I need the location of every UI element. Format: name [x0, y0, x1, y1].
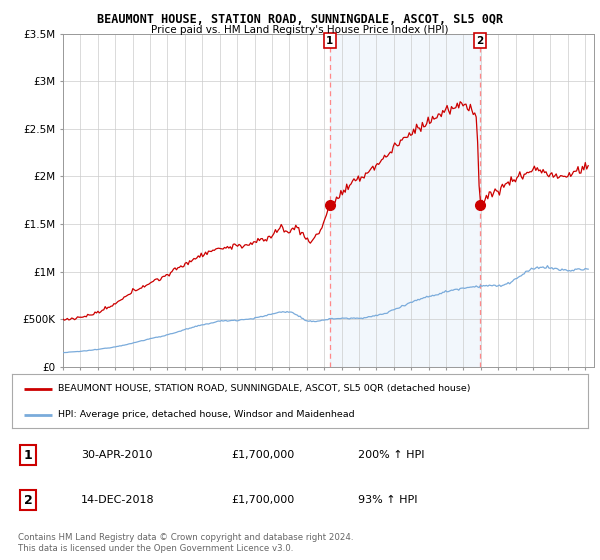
Text: 93% ↑ HPI: 93% ↑ HPI: [358, 495, 417, 505]
Text: 1: 1: [24, 449, 32, 461]
Text: 14-DEC-2018: 14-DEC-2018: [81, 495, 155, 505]
Text: 30-APR-2010: 30-APR-2010: [81, 450, 152, 460]
Text: 2: 2: [476, 35, 484, 45]
Text: BEAUMONT HOUSE, STATION ROAD, SUNNINGDALE, ASCOT, SL5 0QR: BEAUMONT HOUSE, STATION ROAD, SUNNINGDAL…: [97, 13, 503, 26]
Text: 200% ↑ HPI: 200% ↑ HPI: [358, 450, 424, 460]
Text: Price paid vs. HM Land Registry's House Price Index (HPI): Price paid vs. HM Land Registry's House …: [151, 25, 449, 35]
Bar: [330, 34, 480, 367]
Text: 2: 2: [24, 494, 32, 507]
Text: 1: 1: [326, 35, 334, 45]
Text: £1,700,000: £1,700,000: [231, 495, 294, 505]
Text: HPI: Average price, detached house, Windsor and Maidenhead: HPI: Average price, detached house, Wind…: [58, 410, 355, 419]
Text: £1,700,000: £1,700,000: [231, 450, 294, 460]
Text: Contains HM Land Registry data © Crown copyright and database right 2024.
This d: Contains HM Land Registry data © Crown c…: [18, 533, 353, 553]
Text: BEAUMONT HOUSE, STATION ROAD, SUNNINGDALE, ASCOT, SL5 0QR (detached house): BEAUMONT HOUSE, STATION ROAD, SUNNINGDAL…: [58, 384, 470, 393]
